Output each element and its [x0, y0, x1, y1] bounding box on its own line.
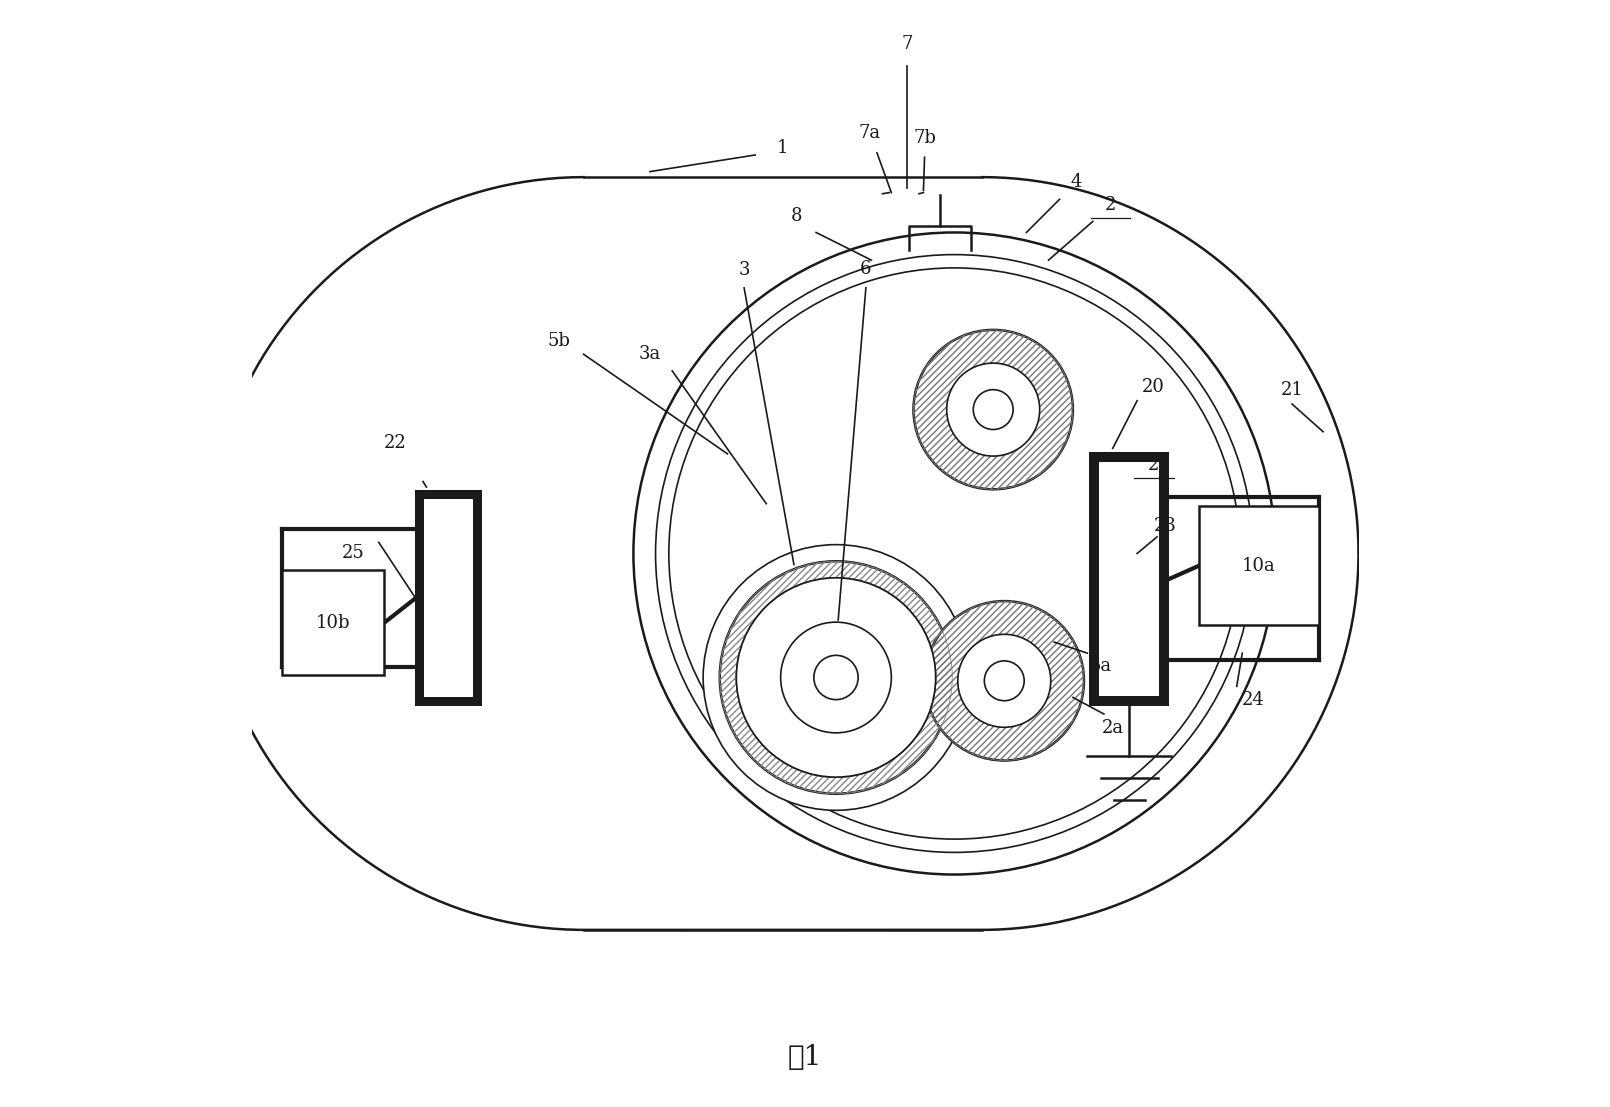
Circle shape — [815, 655, 858, 700]
Circle shape — [720, 561, 952, 794]
Text: 7b: 7b — [913, 130, 935, 147]
Text: 21: 21 — [1280, 381, 1304, 399]
Text: 图1: 图1 — [787, 1044, 823, 1070]
Circle shape — [655, 255, 1253, 852]
Bar — [1090, 452, 1169, 706]
Text: 1: 1 — [778, 139, 789, 157]
Circle shape — [704, 545, 969, 810]
Text: 24: 24 — [1241, 691, 1265, 708]
Text: 3a: 3a — [639, 345, 662, 363]
Text: 22: 22 — [385, 434, 407, 452]
Text: 7a: 7a — [858, 124, 881, 142]
Text: 10b: 10b — [316, 613, 351, 632]
Text: 2: 2 — [1148, 456, 1159, 474]
Circle shape — [947, 363, 1040, 456]
Bar — [1199, 506, 1319, 625]
Text: 20: 20 — [1141, 379, 1166, 396]
Text: 10a: 10a — [1241, 557, 1275, 575]
Text: 23: 23 — [1153, 517, 1177, 535]
Text: 8: 8 — [791, 207, 802, 225]
Bar — [1100, 462, 1159, 696]
Circle shape — [913, 330, 1072, 489]
Bar — [423, 499, 473, 697]
Circle shape — [736, 578, 935, 777]
Text: 6: 6 — [860, 260, 871, 278]
Circle shape — [633, 232, 1275, 875]
Text: 7: 7 — [902, 35, 913, 53]
Text: 3: 3 — [739, 261, 750, 279]
Circle shape — [984, 661, 1024, 701]
Circle shape — [974, 390, 1013, 430]
Bar — [282, 570, 385, 675]
Circle shape — [668, 268, 1240, 839]
Text: 2a: 2a — [1101, 720, 1124, 737]
Text: 5a: 5a — [1090, 658, 1111, 675]
Circle shape — [781, 622, 892, 733]
Circle shape — [924, 601, 1084, 761]
Text: 5b: 5b — [547, 332, 570, 350]
Text: 25: 25 — [341, 545, 365, 562]
Text: 2: 2 — [1104, 196, 1116, 214]
Polygon shape — [208, 177, 1359, 930]
Circle shape — [736, 578, 935, 777]
Bar — [415, 490, 481, 706]
Circle shape — [958, 634, 1051, 727]
Text: 4: 4 — [1071, 173, 1082, 190]
